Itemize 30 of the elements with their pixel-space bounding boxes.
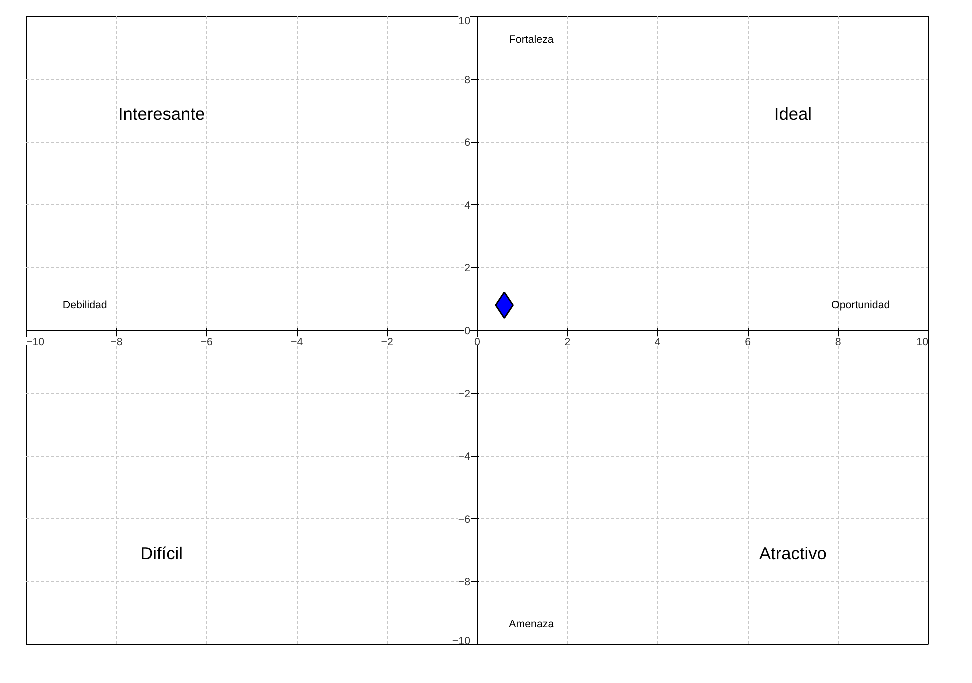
annotation: Amenaza: [509, 618, 554, 630]
y-tick-label: 6: [464, 137, 471, 150]
annotation: Fortaleza: [509, 34, 554, 46]
x-tick-label: 6: [745, 336, 752, 348]
annotation: Interesante: [118, 104, 206, 124]
x-tick-label: 2: [564, 336, 571, 348]
y-tick-label: 10: [458, 16, 471, 28]
y-tick-label: 2: [464, 262, 471, 275]
y-tick-label: −10: [452, 636, 471, 648]
annotation: Atractivo: [759, 543, 827, 564]
y-tick-label: −4: [458, 451, 471, 464]
x-tick-label: −2: [381, 336, 394, 348]
x-tick-label: −6: [200, 336, 214, 348]
y-tick-label: −8: [458, 576, 471, 589]
x-tick-label: 8: [835, 336, 842, 348]
x-tick-label: −4: [291, 336, 304, 348]
y-tick-label: 4: [464, 200, 471, 212]
y-tick-label: −6: [458, 514, 471, 526]
x-tick-label: 10: [916, 336, 929, 348]
y-tick-label: −2: [458, 388, 471, 400]
annotation: Debilidad: [62, 299, 108, 312]
annotation: Ideal: [774, 104, 812, 124]
annotation: Difícil: [140, 543, 183, 564]
y-tick-label: 8: [464, 74, 471, 86]
annotation: Oportunidad: [832, 299, 890, 312]
x-tick-label: 0: [474, 336, 481, 348]
x-tick-label: −8: [110, 336, 123, 348]
y-tick-label: 0: [464, 326, 471, 338]
x-tick-label: −10: [26, 336, 45, 348]
x-tick-label: 4: [654, 336, 661, 348]
